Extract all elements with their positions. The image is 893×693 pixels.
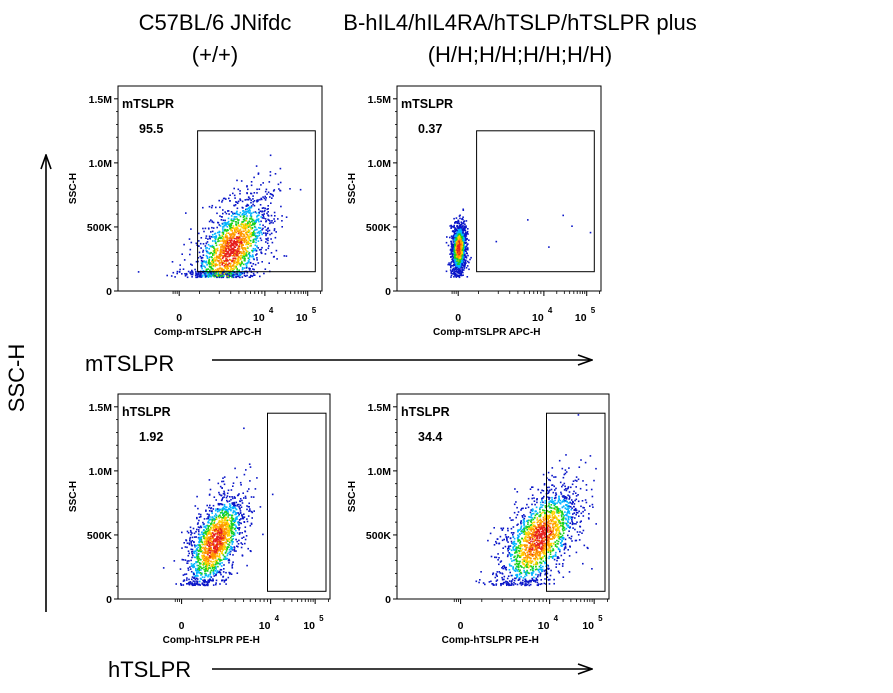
scatter-points (475, 414, 597, 587)
x-tick-label: 10 (253, 312, 265, 324)
y-tick-label: 0 (385, 286, 391, 298)
x-tick-label: 0 (455, 312, 461, 324)
y-axis-label: SSC-H (68, 173, 79, 204)
x-tick-label: 10 (532, 312, 544, 324)
column-title-1-line1: C57BL/6 JNifdc (139, 10, 292, 35)
x-tick-exponent: 4 (554, 614, 559, 623)
gate-rect (476, 130, 595, 273)
x-tick-label: 10 (582, 620, 594, 632)
x-tick-exponent: 5 (319, 614, 324, 623)
y-tick-label: 1.5M (89, 94, 113, 106)
gate-percent: 95.5 (139, 122, 163, 136)
y-tick-label: 1.5M (89, 402, 113, 414)
gate-name: hTSLPR (401, 405, 450, 419)
x-tick-label: 10 (303, 620, 315, 632)
y-axis-label: SSC-H (347, 173, 358, 204)
x-axis-label: Comp-mTSLPR APC-H (433, 327, 540, 338)
x-tick-label: 10 (296, 312, 308, 324)
x-tick-label: 10 (259, 620, 271, 632)
x-tick-exponent: 5 (591, 306, 596, 315)
gate-rect (267, 412, 327, 592)
y-tick-label: 0 (385, 594, 391, 606)
y-tick-label: 1.0M (89, 158, 113, 170)
y-tick-label: 500K (87, 222, 113, 234)
gate-name: hTSLPR (122, 405, 171, 419)
scatter-points (445, 208, 592, 279)
column-title-1-line2: (+/+) (192, 42, 238, 67)
row-arrow-label-htslpr: hTSLPR (108, 657, 191, 682)
column-title-2-line2: (H/H;H/H;H/H;H/H) (428, 42, 613, 67)
y-tick-label: 0 (106, 286, 112, 298)
y-tick-label: 1.5M (368, 94, 392, 106)
x-tick-label: 0 (458, 620, 464, 632)
x-tick-label: 0 (176, 312, 182, 324)
plot-panel-c57-htslpr: hTSLPR 1.92 0 500K 1.0M 1.5M 0 10 4 10 5 Comp-hTSLP… (68, 393, 331, 646)
x-tick-exponent: 5 (598, 614, 603, 623)
y-tick-label: 500K (366, 222, 392, 234)
gate-rect (197, 130, 316, 273)
y-tick-label: 1.0M (368, 466, 392, 478)
row-arrow-label-mtslpr: mTSLPR (85, 351, 174, 376)
scatter-points (137, 154, 302, 279)
x-tick-label: 0 (179, 620, 185, 632)
scatter-points (162, 427, 274, 587)
x-tick-label: 10 (575, 312, 587, 324)
y-axis-label: SSC-H (347, 481, 358, 512)
plot-panel-humanized-mtslpr: mTSLPR 0.37 0 500K 1.0M 1.5M 0 10 4 10 5 Comp-mTSLP… (347, 85, 602, 338)
plot-panel-c57-mtslpr: mTSLPR 95.5 0 500K 1.0M 1.5M 0 10 4 10 5 Comp-mTSLP… (68, 85, 323, 338)
gate-name: mTSLPR (401, 97, 453, 111)
shared-y-label: SSC-H (4, 344, 29, 412)
plot-frame (117, 85, 323, 292)
x-tick-label: 10 (538, 620, 550, 632)
x-tick-exponent: 4 (269, 306, 274, 315)
y-tick-label: 0 (106, 594, 112, 606)
x-tick-exponent: 4 (548, 306, 553, 315)
y-axis-label: SSC-H (68, 481, 79, 512)
y-tick-label: 1.0M (368, 158, 392, 170)
x-tick-exponent: 4 (275, 614, 280, 623)
gate-name: mTSLPR (122, 97, 174, 111)
x-axis-label: Comp-hTSLPR PE-H (163, 635, 260, 646)
y-tick-label: 500K (87, 530, 113, 542)
gate-percent: 1.92 (139, 430, 163, 444)
gate-percent: 34.4 (418, 430, 442, 444)
x-tick-exponent: 5 (312, 306, 317, 315)
plot-panel-humanized-htslpr: hTSLPR 34.4 0 500K 1.0M 1.5M 0 10 4 10 5 Comp-hTSLP… (347, 393, 610, 646)
plot-frame (396, 85, 602, 292)
gate-rect (546, 412, 606, 592)
y-tick-label: 1.5M (368, 402, 392, 414)
y-tick-label: 500K (366, 530, 392, 542)
x-axis-label: Comp-mTSLPR APC-H (154, 327, 261, 338)
gate-percent: 0.37 (418, 122, 442, 136)
column-title-2-line1: B-hIL4/hIL4RA/hTSLP/hTSLPR plus (343, 10, 696, 35)
y-tick-label: 1.0M (89, 466, 113, 478)
x-axis-label: Comp-hTSLPR PE-H (442, 635, 539, 646)
